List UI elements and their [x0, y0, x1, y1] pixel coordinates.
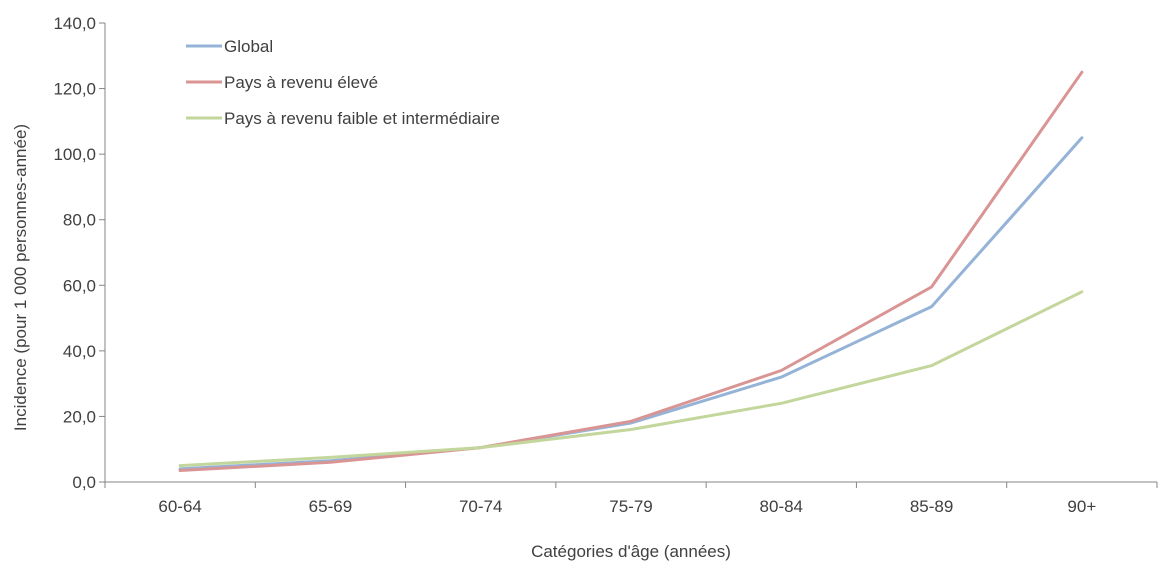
x-tick-label: 60-64 [158, 497, 201, 516]
y-axis: 0,0 20,0 40,0 60,0 80,0 100,0 120,0 140,0 [53, 14, 106, 492]
y-tick-label: 120,0 [53, 80, 96, 99]
x-tick-label: 85-89 [910, 497, 953, 516]
series-line-1 [178, 136, 1084, 471]
x-tick-label: 70-74 [459, 497, 502, 516]
legend-label: Global [224, 37, 273, 56]
y-tick-label: 40,0 [63, 342, 96, 361]
legend-label: Pays à revenu faible et intermédiaire [224, 109, 500, 128]
series-lines [178, 70, 1084, 472]
x-axis: 60-64 65-69 70-74 75-79 80-84 85-89 90+ [104, 481, 1158, 516]
y-tick-label: 80,0 [63, 211, 96, 230]
x-tick-label: 80-84 [760, 497, 803, 516]
x-tick-label: 65-69 [309, 497, 352, 516]
legend: Global Pays à revenu élevé Pays à revenu f… [186, 37, 500, 128]
y-tick-label: 100,0 [53, 145, 96, 164]
y-axis-title: Incidence (pour 1 000 personnes-année) [11, 124, 30, 431]
y-tick-label: 0,0 [72, 473, 96, 492]
y-tick-label: 20,0 [63, 407, 96, 426]
x-tick-label: 75-79 [609, 497, 652, 516]
series-line-3 [178, 290, 1084, 468]
legend-label: Pays à revenu élevé [224, 73, 378, 92]
x-tick-label: 90+ [1067, 497, 1096, 516]
y-tick-label: 140,0 [53, 14, 96, 33]
x-axis-title: Catégories d'âge (années) [531, 542, 731, 561]
series-line-2 [178, 70, 1084, 472]
y-tick-label: 60,0 [63, 276, 96, 295]
